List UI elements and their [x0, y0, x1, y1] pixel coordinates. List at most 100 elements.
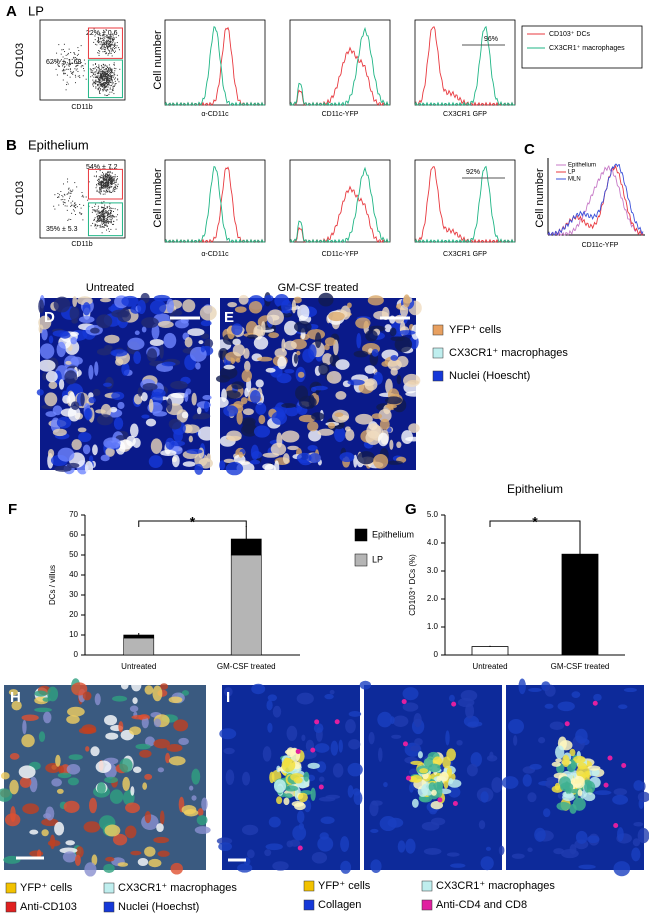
cell [265, 843, 283, 851]
event-dot [104, 71, 106, 73]
event-dot [112, 179, 114, 181]
cell [347, 302, 352, 309]
event-dot [107, 73, 109, 75]
event-dot [103, 87, 105, 89]
cell [613, 788, 628, 796]
cell [317, 836, 334, 852]
event-dot [104, 220, 106, 222]
event-dot [110, 211, 112, 213]
event-dot [67, 181, 69, 183]
event-dot [101, 181, 103, 183]
event-dot [106, 176, 108, 178]
cell [287, 445, 299, 451]
cell [528, 687, 542, 692]
event-dot [104, 49, 106, 51]
cell [39, 343, 55, 359]
event-dot [109, 185, 111, 187]
event-dot [109, 44, 111, 46]
cell [133, 766, 142, 773]
event-dot [85, 78, 87, 80]
event-dot [107, 180, 109, 182]
y-tick-label: 20 [69, 610, 78, 619]
event-dot [109, 211, 111, 213]
event-dot [90, 225, 92, 227]
event-dot [103, 182, 105, 184]
event-dot [108, 78, 110, 80]
cell [144, 773, 153, 780]
cell [286, 725, 298, 741]
event-dot [105, 212, 107, 214]
event-dot [98, 210, 100, 212]
event-dot [99, 70, 101, 72]
event-dot [106, 47, 108, 49]
y-tick-label: 60 [69, 530, 78, 539]
cell [134, 330, 140, 335]
cell [370, 859, 382, 873]
cell [303, 771, 310, 782]
event-dot [102, 84, 104, 86]
event-dot [108, 82, 110, 84]
event-dot [111, 70, 113, 72]
event-dot [81, 213, 83, 215]
x-tick-label: Untreated [121, 662, 156, 671]
event-dot [99, 216, 101, 218]
event-dot [101, 215, 103, 217]
event-dot [71, 63, 73, 65]
panel-label: E [224, 309, 234, 326]
cell [409, 783, 414, 793]
event-dot [98, 64, 100, 66]
cell [70, 401, 80, 410]
event-dot [96, 41, 98, 43]
event-dot [112, 178, 114, 180]
event-dot [74, 214, 76, 216]
event-dot [107, 187, 109, 189]
event-dot [113, 223, 115, 225]
histogram-curve [547, 163, 644, 236]
event-dot [101, 42, 103, 44]
cell [632, 838, 641, 847]
cell [104, 824, 121, 837]
event-dot [107, 185, 109, 187]
cell [53, 296, 71, 313]
legend-label: Collagen [318, 899, 361, 911]
event-dot [99, 186, 101, 188]
event-dot [109, 173, 111, 175]
cell [38, 299, 45, 314]
event-dot [110, 210, 112, 212]
cell [62, 851, 77, 863]
event-dot [103, 183, 105, 185]
event-dot [108, 80, 110, 82]
event-dot [114, 44, 116, 46]
cell [293, 296, 302, 304]
event-dot [107, 177, 109, 179]
event-dot [102, 219, 104, 221]
event-dot [104, 175, 106, 177]
cell [522, 774, 532, 787]
event-dot [103, 88, 105, 90]
event-dot [106, 46, 108, 48]
event-dot [110, 180, 112, 182]
event-dot [109, 41, 111, 43]
event-dot [88, 181, 90, 183]
event-dot [106, 76, 108, 78]
event-dot [97, 220, 99, 222]
event-dot [102, 209, 104, 211]
cell [413, 713, 422, 728]
cell [201, 797, 208, 811]
event-dot [100, 176, 102, 178]
cell [184, 391, 189, 402]
cell [121, 362, 130, 376]
cell [308, 344, 317, 360]
event-dot [94, 223, 96, 225]
y-tick-label: 0 [434, 650, 439, 659]
event-dot [108, 43, 110, 45]
cell [311, 412, 325, 421]
panel-title: Epithelium [28, 137, 89, 152]
event-dot [103, 35, 105, 37]
histogram-curve [414, 25, 516, 106]
event-dot [73, 204, 75, 206]
event-dot [92, 81, 94, 83]
event-dot [103, 177, 105, 179]
event-dot [104, 187, 106, 189]
event-dot [104, 212, 106, 214]
